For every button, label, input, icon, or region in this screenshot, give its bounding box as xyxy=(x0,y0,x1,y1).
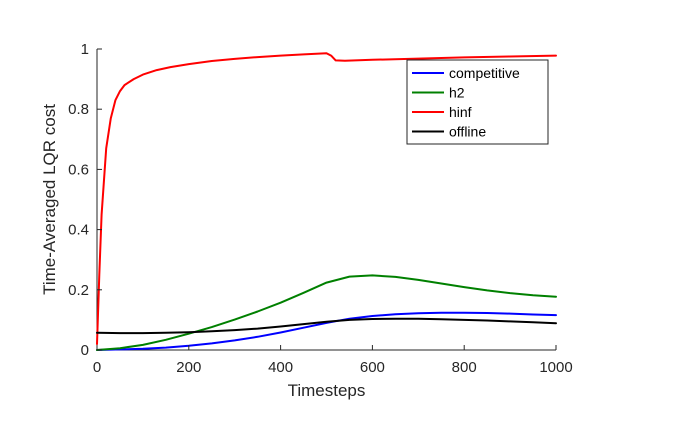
y-tick-label: 0.4 xyxy=(68,222,89,239)
x-tick-label: 0 xyxy=(93,359,101,376)
x-axis-title: Timesteps xyxy=(288,381,366,400)
x-tick-label: 400 xyxy=(268,359,293,376)
x-tick-label: 200 xyxy=(176,359,201,376)
legend-label-offline: offline xyxy=(449,124,486,140)
axis-ticks: 0 200 400 600 800 1000 0 0.2 0.4 0.6 0.8 1 xyxy=(68,41,573,376)
series-line-hinf xyxy=(96,52,557,345)
legend-label-competitive: competitive xyxy=(449,65,520,81)
legend-label-h2: h2 xyxy=(449,85,465,101)
y-tick-label: 1 xyxy=(81,41,89,58)
x-tick-label: 1000 xyxy=(539,359,572,376)
x-tick-label: 800 xyxy=(452,359,477,376)
series-line-h2 xyxy=(96,274,557,351)
legend: competitive h2 hinf offline xyxy=(406,59,549,145)
plot-frame xyxy=(96,49,556,351)
x-tick-label: 600 xyxy=(360,359,385,376)
series-line-offline xyxy=(96,317,557,335)
series-line-competitive xyxy=(96,311,557,351)
y-tick-label: 0.6 xyxy=(68,161,89,178)
legend-box xyxy=(406,59,549,145)
y-tick-label: 0.2 xyxy=(68,282,89,299)
series-layer xyxy=(96,52,557,351)
legend-label-hinf: hinf xyxy=(449,104,472,120)
y-tick-label: 0 xyxy=(81,342,89,359)
y-axis-title: Time-Averaged LQR cost xyxy=(40,104,59,295)
y-tick-label: 0.8 xyxy=(68,101,89,118)
